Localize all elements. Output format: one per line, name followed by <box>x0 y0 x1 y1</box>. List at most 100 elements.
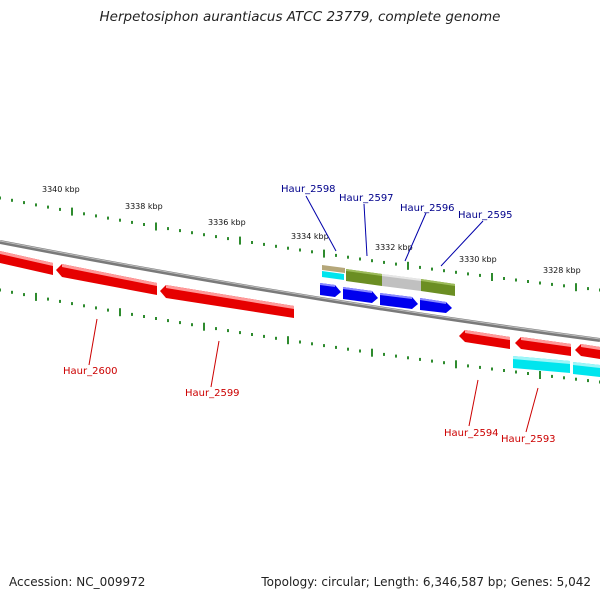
gene-haur-2597-bar-olive[interactable] <box>346 269 382 286</box>
gene-haur-2598-bar-tan[interactable] <box>322 265 345 273</box>
gene-haur-2594-arrow[interactable] <box>459 330 510 349</box>
minor-tick <box>527 280 529 283</box>
scale-label: 3338 kbp <box>125 202 163 211</box>
gene-cyan-bar-edge[interactable] <box>573 362 600 377</box>
minor-tick <box>263 242 265 246</box>
gene-haur-2593-bar-cyan[interactable] <box>513 356 570 373</box>
scale-label: 3332 kbp <box>375 243 413 252</box>
minor-tick <box>167 319 169 323</box>
minor-tick <box>347 347 349 351</box>
minor-tick <box>83 304 85 308</box>
gene-label-haur-2594[interactable]: Haur_2594 <box>444 428 499 439</box>
minor-tick <box>563 284 565 288</box>
minor-tick <box>383 352 385 356</box>
major-tick <box>35 292 37 301</box>
gene-haur-2593-arrow-red[interactable] <box>515 337 571 356</box>
minor-tick <box>239 331 241 335</box>
minor-tick <box>287 246 289 250</box>
minor-tick <box>467 272 469 276</box>
minor-tick <box>119 218 121 222</box>
minor-tick <box>551 282 553 286</box>
gene-haur-2596-bar-grey[interactable] <box>382 274 421 291</box>
minor-tick <box>335 253 337 257</box>
minor-tick <box>215 327 217 331</box>
minor-tick <box>587 287 589 291</box>
minor-tick <box>275 336 277 340</box>
minor-tick <box>155 317 157 320</box>
gene-haur-2599-arrow-a[interactable] <box>56 264 157 295</box>
leader-line-haur-2593 <box>525 387 539 433</box>
leader-line-haur-2597 <box>363 203 368 257</box>
scale-label: 3340 kbp <box>42 185 80 194</box>
scale-ticks-top <box>0 196 600 292</box>
gene-label-haur-2600[interactable]: Haur_2600 <box>63 366 118 377</box>
minor-tick <box>179 229 181 233</box>
minor-tick <box>431 267 433 271</box>
gene-label-haur-2597[interactable]: Haur_2597 <box>339 193 394 204</box>
leader-line-haur-2594 <box>468 379 479 427</box>
minor-tick <box>443 361 445 365</box>
leader-line-haur-2595 <box>440 220 484 267</box>
gene-red-arrow-edge[interactable] <box>575 344 600 359</box>
gene-haur-2598-bar-cyan[interactable] <box>322 271 344 280</box>
minor-tick <box>35 203 37 207</box>
minor-tick <box>455 270 457 274</box>
minor-tick <box>323 344 325 348</box>
gene-label-haur-2593[interactable]: Haur_2593 <box>501 434 556 445</box>
minor-tick <box>143 223 145 226</box>
gene-haur-2600-arrow[interactable] <box>0 251 53 275</box>
minor-tick <box>131 220 133 224</box>
gene-haur-2595-arrow-blue[interactable] <box>420 298 452 313</box>
minor-tick <box>311 342 313 346</box>
minor-tick <box>95 214 97 218</box>
major-tick <box>203 322 205 331</box>
gene-label-haur-2599[interactable]: Haur_2599 <box>185 388 240 399</box>
leader-line-haur-2599 <box>210 340 220 388</box>
minor-tick <box>59 207 61 211</box>
map-title: Herpetosiphon aurantiacus ATCC 23779, co… <box>99 9 501 25</box>
minor-tick <box>275 244 277 248</box>
gene-label-haur-2596[interactable]: Haur_2596 <box>400 203 455 214</box>
genome-backbone <box>0 240 600 342</box>
gene-label-haur-2598[interactable]: Haur_2598 <box>281 184 336 195</box>
minor-tick <box>263 334 265 338</box>
major-tick <box>71 207 73 216</box>
major-tick <box>287 336 289 345</box>
minor-tick <box>299 340 301 344</box>
minor-tick <box>443 269 445 273</box>
gene-haur-2595-bar-olive[interactable] <box>421 279 455 296</box>
scale-label: 3328 kbp <box>543 266 581 275</box>
major-tick <box>539 371 541 379</box>
minor-tick <box>191 323 193 327</box>
minor-tick <box>143 315 145 318</box>
leader-line-haur-2598 <box>305 195 337 252</box>
gene-haur-2597-arrow-blue[interactable] <box>343 287 378 303</box>
minor-tick <box>563 376 565 380</box>
minor-tick <box>83 212 85 216</box>
gene-haur-2598-arrow-blue[interactable] <box>320 283 341 297</box>
minor-tick <box>527 372 529 375</box>
genome-stats-text: Topology: circular; Length: 6,346,587 bp… <box>261 575 591 589</box>
minor-tick <box>11 290 13 294</box>
scale-ticks-bottom <box>0 288 600 384</box>
accession-text: Accession: NC_009972 <box>9 575 146 589</box>
minor-tick <box>371 259 373 263</box>
major-tick <box>407 261 409 270</box>
minor-tick <box>227 329 229 333</box>
minor-tick <box>0 288 1 292</box>
gene-label-haur-2595[interactable]: Haur_2595 <box>458 210 513 221</box>
gene-haur-2599-arrow-b[interactable] <box>160 285 294 318</box>
minor-tick <box>359 257 361 261</box>
minor-tick <box>395 354 397 358</box>
minor-tick <box>311 250 313 254</box>
minor-tick <box>359 349 361 353</box>
minor-tick <box>47 205 49 209</box>
gene-haur-2596-arrow-blue[interactable] <box>380 293 418 309</box>
minor-tick <box>179 321 181 325</box>
major-tick <box>371 348 373 357</box>
minor-tick <box>107 308 109 312</box>
minor-tick <box>167 227 169 231</box>
minor-tick <box>131 312 133 316</box>
minor-tick <box>431 359 433 363</box>
